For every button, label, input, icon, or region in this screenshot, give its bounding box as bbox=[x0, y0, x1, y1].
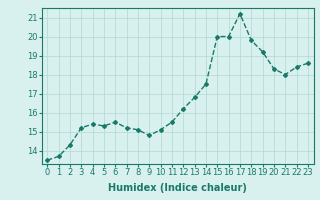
X-axis label: Humidex (Indice chaleur): Humidex (Indice chaleur) bbox=[108, 183, 247, 193]
